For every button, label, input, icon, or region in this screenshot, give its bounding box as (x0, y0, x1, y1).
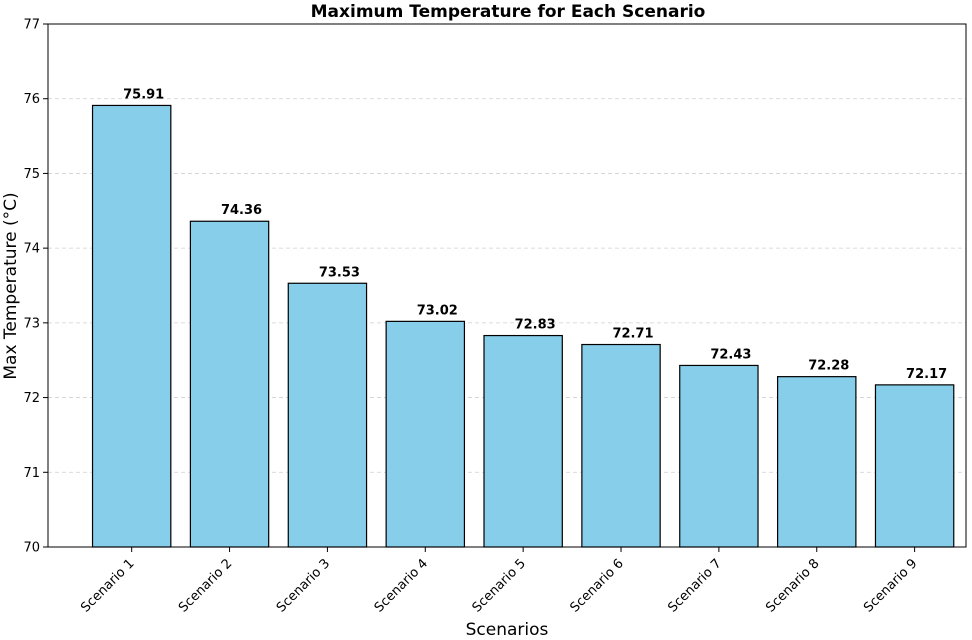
y-tick-label: 73 (23, 316, 40, 331)
x-tick-label: Scenario 8 (763, 556, 822, 615)
value-label-4: 73.02 (417, 303, 458, 318)
bars-layer (91, 104, 955, 548)
x-tick-label: Scenario 3 (274, 556, 333, 615)
y-tick-label: 72 (23, 391, 40, 406)
bar-7 (679, 364, 759, 548)
bar-2 (189, 220, 270, 548)
value-label-8: 72.28 (808, 359, 849, 374)
bar-1 (91, 104, 172, 548)
y-tick-label: 71 (23, 466, 40, 481)
value-label-9: 72.17 (906, 367, 947, 382)
x-axis-label: Scenarios (466, 620, 549, 640)
value-label-6: 72.71 (612, 327, 653, 342)
bar-6 (581, 343, 661, 548)
value-label-7: 72.43 (710, 347, 751, 362)
value-label-1: 75.91 (123, 87, 164, 102)
bar-3 (287, 282, 368, 548)
y-tick-label: 75 (23, 167, 40, 182)
value-label-3: 73.53 (319, 265, 360, 280)
value-label-2: 74.36 (221, 203, 262, 218)
y-tick-label: 74 (23, 242, 40, 257)
bar-8 (777, 376, 857, 548)
value-label-5: 72.83 (515, 318, 556, 333)
y-tick-label: 70 (23, 541, 40, 556)
bar-4 (385, 320, 466, 548)
x-tick-label: Scenario 7 (665, 556, 724, 615)
bar-9 (874, 384, 955, 548)
y-axis-ticks: 70 71 72 73 74 75 76 77 (23, 18, 48, 556)
x-tick-label: Scenario 5 (470, 556, 529, 615)
chart-title: Maximum Temperature for Each Scenario (311, 2, 706, 22)
y-axis-label: Max Temperature (°C) (1, 192, 21, 379)
x-tick-label: Scenario 4 (372, 556, 431, 615)
value-labels: 75.91 74.36 73.53 73.02 72.83 72.71 72.43 72.28… (123, 87, 947, 381)
x-tick-label: Scenario 6 (568, 556, 627, 615)
x-tick-label: Scenario 9 (861, 556, 920, 615)
x-axis-ticks: Scenario 1 Scenario 2 Scenario 3 Scenario 4… (78, 547, 920, 616)
x-tick-label: Scenario 1 (78, 556, 137, 615)
y-tick-label: 77 (23, 18, 40, 33)
x-tick-label: Scenario 2 (176, 556, 235, 615)
plot-frame (47, 23, 967, 548)
bar-5 (483, 334, 563, 548)
y-tick-label: 76 (23, 92, 40, 107)
